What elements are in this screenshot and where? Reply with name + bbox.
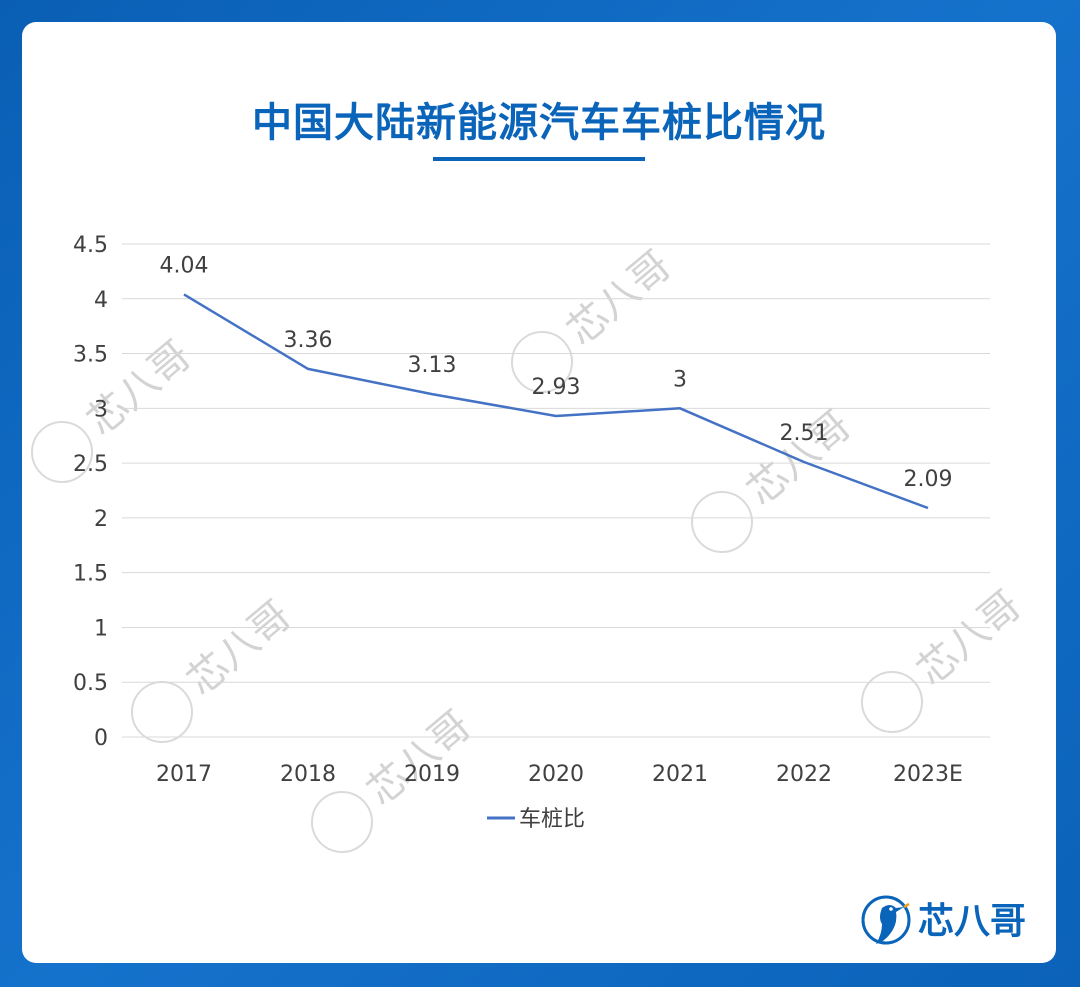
y-tick-label: 2.5 (73, 452, 108, 477)
x-tick-label: 2019 (404, 762, 460, 787)
series-line-车桩比 (183, 293, 929, 510)
y-tick-label: 0 (94, 726, 108, 751)
watermark: 芯八哥 (511, 242, 680, 393)
x-tick-label: 2018 (280, 762, 336, 787)
data-label: 3.13 (408, 353, 457, 378)
x-tick-label: 2022 (776, 762, 832, 787)
x-tick-label: 2023E (893, 762, 963, 787)
watermark-text: 芯八哥 (909, 582, 1030, 694)
x-tick-label: 2020 (528, 762, 584, 787)
chart-title: 中国大陆新能源汽车车桩比情况 (252, 100, 826, 146)
y-axis-ticks: 0 0.5 1 1.5 2 2.5 3 3.5 4 4.5 (73, 233, 108, 751)
bird-logo-icon (861, 895, 911, 945)
brand-logo-text: 芯八哥 (918, 901, 1027, 942)
data-label: 2.51 (780, 421, 829, 446)
data-label: 4.04 (160, 253, 209, 278)
watermark-logo-icon (31, 421, 93, 483)
gridlines (122, 243, 990, 738)
y-tick-label: 4.5 (73, 233, 108, 258)
data-label: 2.93 (532, 375, 581, 400)
watermark-logo-icon (691, 491, 753, 553)
brand-logo: 芯八哥 (860, 890, 1030, 950)
title-underline (433, 157, 645, 161)
y-tick-label: 1.5 (73, 562, 108, 587)
watermark-logo-icon (511, 331, 573, 393)
watermark-logo-icon (131, 681, 193, 743)
y-tick-label: 3 (94, 397, 108, 422)
watermark-logo-icon (311, 791, 373, 853)
watermark-text: 芯八哥 (179, 592, 300, 704)
watermark-text: 芯八哥 (359, 702, 480, 814)
x-axis-ticks: 2017 2018 2019 2020 2021 2022 2023E (156, 762, 963, 787)
y-tick-label: 1 (94, 616, 108, 641)
y-tick-label: 2 (94, 507, 108, 532)
legend: 车桩比 (487, 807, 585, 832)
x-tick-label: 2017 (156, 762, 212, 787)
watermark: 芯八哥 (131, 592, 300, 743)
legend-label: 车桩比 (519, 807, 585, 832)
watermark: 芯八哥 (31, 332, 200, 483)
y-tick-label: 0.5 (73, 671, 108, 696)
data-label: 2.09 (904, 467, 953, 492)
chart-card: 中国大陆新能源汽车车桩比情况 芯八哥 芯八哥 芯八哥 芯八哥 芯八哥 芯八哥 0 0.5 1 1… (22, 22, 1056, 963)
x-tick-label: 2021 (652, 762, 708, 787)
data-label: 3.36 (284, 328, 333, 353)
data-labels: 4.04 3.36 3.13 2.93 3 2.51 2.09 (160, 253, 953, 492)
y-tick-label: 3.5 (73, 343, 108, 368)
watermark: 芯八哥 (861, 582, 1030, 733)
y-tick-label: 4 (94, 288, 108, 313)
watermark-text: 芯八哥 (739, 402, 860, 514)
data-label: 3 (673, 367, 687, 392)
